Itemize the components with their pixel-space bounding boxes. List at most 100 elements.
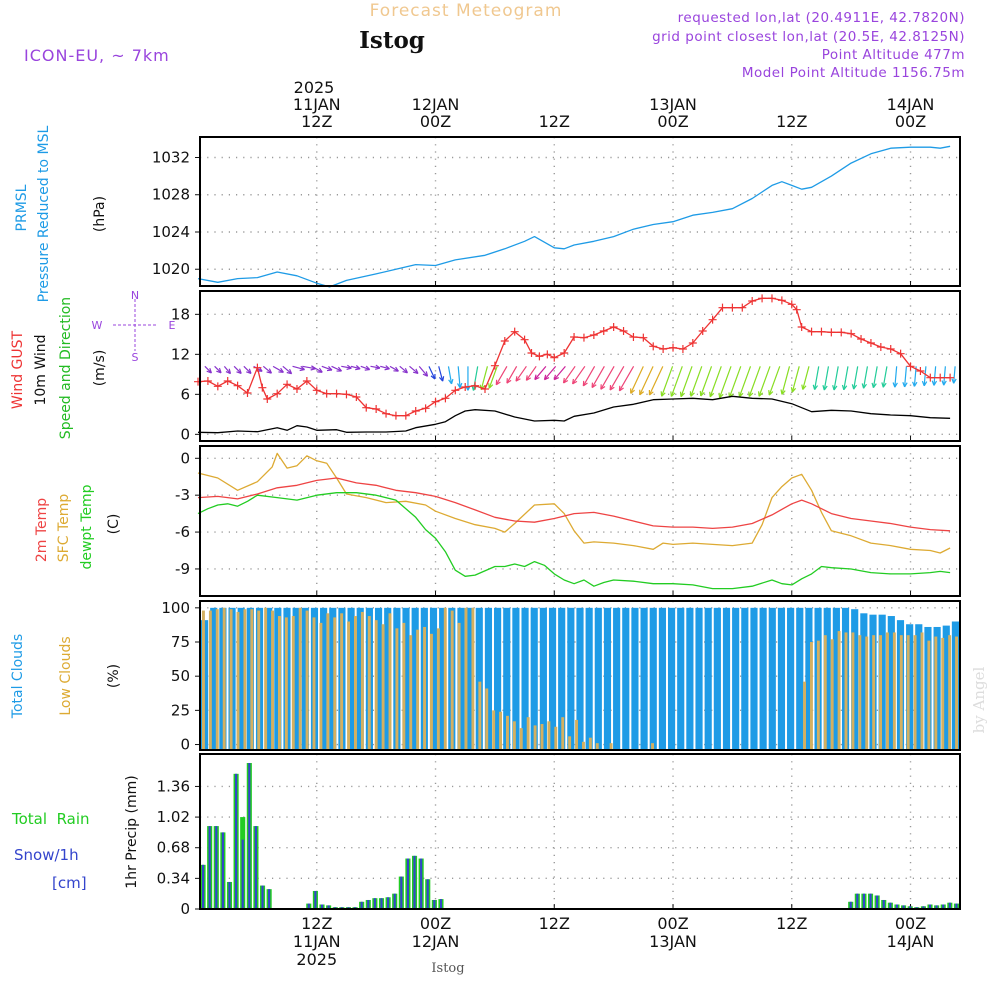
snow-bar [202,864,205,909]
wind-arrow-shaft [758,366,771,397]
wind-arrow-shaft [457,366,461,388]
total-cloud-bar [649,607,657,749]
time-label-top: 14JAN [887,95,935,114]
low-cloud-bar [395,628,399,749]
snow-bar [393,893,396,909]
low-cloud-bar [298,607,302,749]
total-cloud-bar [320,607,328,749]
y-tick-label: 1020 [152,260,190,278]
wind-arrow [941,366,947,386]
time-label-bottom: 00Z [895,914,926,933]
wind-arrow [214,365,222,374]
gust-marker [886,345,895,353]
wind-arrow-shaft [506,366,518,384]
snow-bar [406,858,409,909]
wind-arrow [360,365,371,371]
wind-arrow-shaft [525,365,537,381]
wind-arrow-head [768,390,774,396]
total-cloud-bar [558,607,566,749]
gust-marker [728,303,737,312]
wind-arrow [630,366,644,394]
wind-arrow-head [553,374,560,381]
total-cloud-bar [732,607,740,749]
time-label-top: 12JAN [412,95,460,114]
low-cloud-bar [844,632,848,749]
low-cloud-bar [333,617,337,749]
total-cloud-bar [548,607,557,749]
wind-arrow-head [374,364,381,370]
low-cloud-bar [443,607,447,749]
total-cloud-bar [530,607,538,749]
time-label-top: 12Z [776,112,807,131]
wind-arrow-head [216,367,222,374]
total-cloud-bar [722,607,731,749]
gust-marker [896,349,905,358]
gust-marker [490,361,499,370]
wind-arrow [515,365,527,382]
time-label-bottom: 12Z [539,914,570,933]
total-cloud-bar [374,607,383,749]
snow-bar [367,899,370,909]
wind-label-10m: 10m Wind [33,334,49,405]
snow-bar [876,895,879,909]
wind-arrow [525,365,537,381]
total-cloud-bar [823,607,831,749]
snow-bar [307,903,310,909]
total-cloud-bar [265,607,273,749]
wind-arrow [780,366,791,395]
low-cloud-bar [271,610,274,749]
wind-arrow [861,366,869,389]
wind-arrow [748,366,761,397]
point-altitude: Point Altitude 477m [822,47,965,63]
wind-arrow [389,365,399,372]
wind-arrow-shaft [563,365,576,384]
wind-arrow [506,366,518,384]
gust-marker [936,373,945,382]
wind-arrow-head [495,379,501,386]
gust-marker [639,333,648,342]
total-cloud-bar [521,607,529,749]
low-cloud-bar [823,635,827,749]
total-cloud-bar [429,607,438,749]
model-label: ICON-EU, ~ 7km [24,46,170,65]
low-cloud-bar [920,632,924,749]
low-cloud-bar [955,636,958,749]
wind-arrow-shaft [618,366,635,392]
gust-marker [797,323,806,331]
wind-arrow [757,366,771,397]
wind-arrow-shaft [233,365,242,374]
snow-bar [221,832,224,909]
wind-arrow-shaft [690,366,703,397]
wind-arrow-head [689,391,695,397]
snow-bar [955,903,958,909]
low-cloud-bar [264,607,268,749]
dewpoint-line [197,492,951,590]
gust-marker [718,303,727,312]
wind-arrow-shaft [321,365,333,371]
snow-bar [400,876,403,909]
wind-arrow-head [639,389,645,396]
low-cloud-bar [568,736,572,749]
wind-arrow-head [346,364,352,371]
wind-arrow-shaft [833,366,839,391]
y-tick-label: 1028 [152,186,190,204]
wind-arrow-head [562,377,569,384]
compass-label: E [169,319,176,332]
wind-arrow [399,365,408,374]
wind-arrow-head [881,382,887,388]
gust-marker [312,386,321,395]
wind-arrow-shaft [781,366,791,395]
low-cloud-bar [402,622,406,749]
wind-arrow-head [326,366,333,372]
y-tick-label: 0.68 [157,839,190,857]
wind-arrow [243,365,252,375]
low-cloud-bar [934,636,938,749]
wind-arrow-head [892,382,898,388]
wind-arrow [951,366,957,384]
panel-border [199,753,961,910]
wind-arrow-head [236,368,242,375]
low-cloud-bar [492,710,496,749]
wind-arrow-shaft [648,366,664,396]
y-tick-label: 0 [180,736,190,754]
low-cloud-bar [305,610,309,749]
